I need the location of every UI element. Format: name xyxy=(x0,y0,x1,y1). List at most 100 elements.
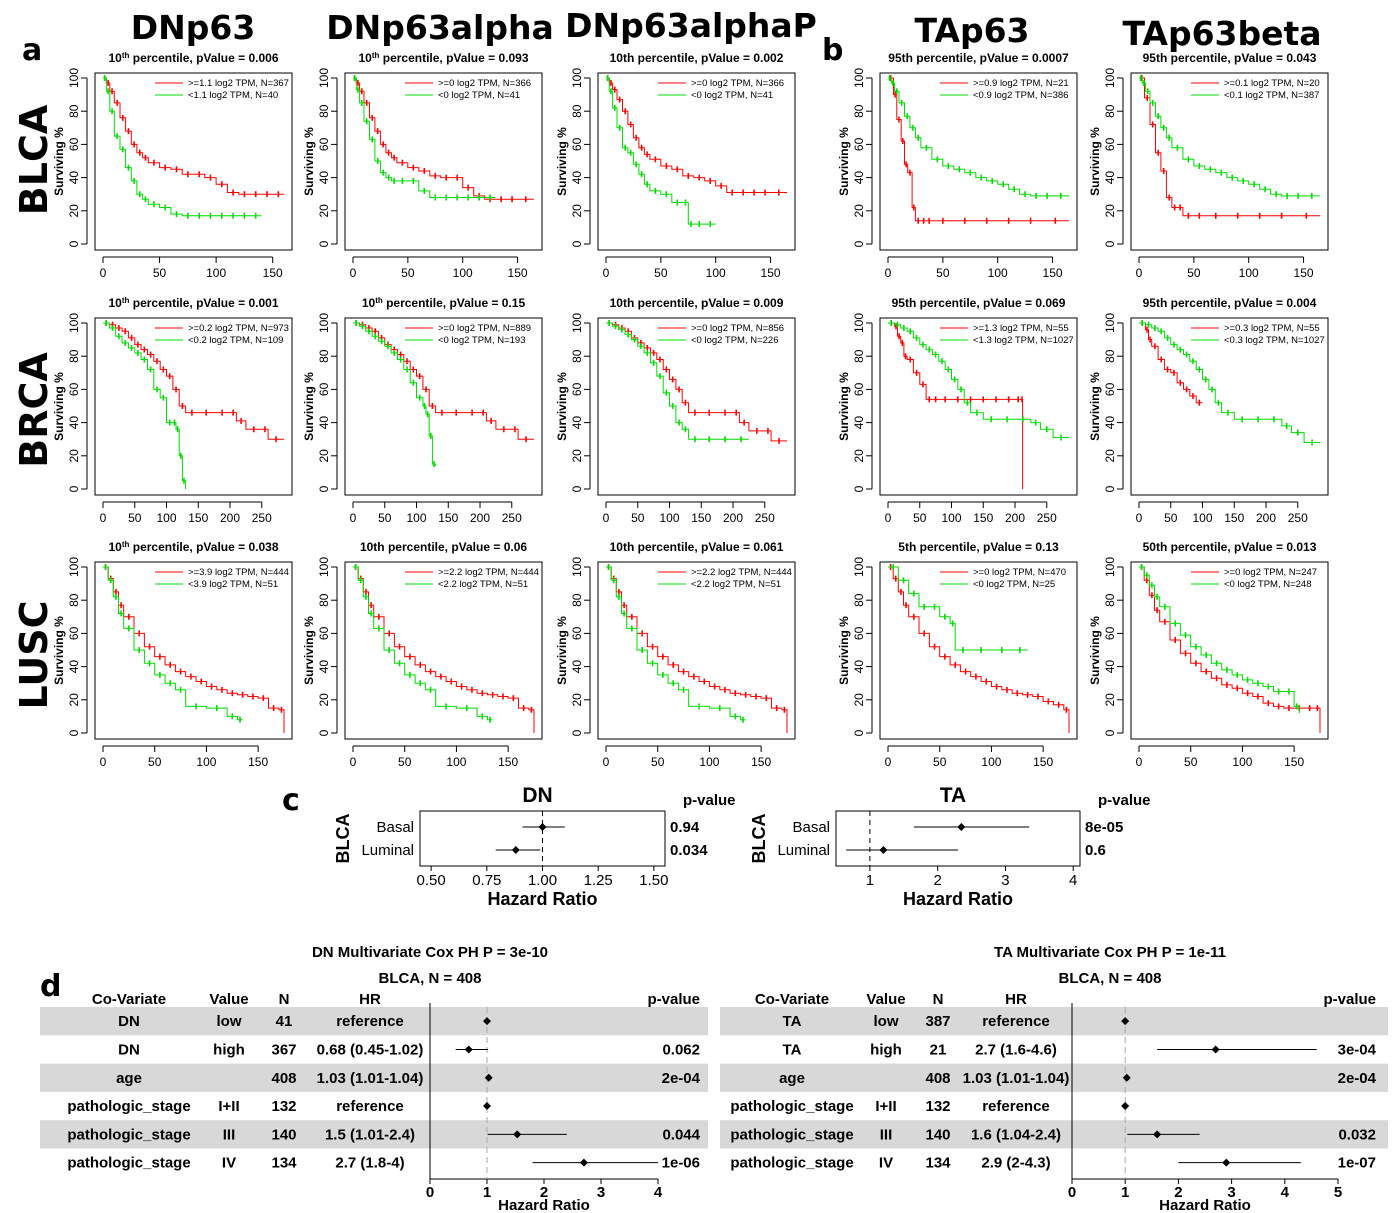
km-plot: 50th percentile, pValue = 0.013 0 20 40 60 80… xyxy=(1088,540,1329,769)
y-tick-label: 100 xyxy=(570,557,584,577)
legend-entry: >=1.3 log2 TPM, N=55 xyxy=(973,323,1069,334)
y-tick-label: 40 xyxy=(1103,416,1117,430)
legend-entry: <0.2 log2 TPM, N=109 xyxy=(188,335,283,346)
x-tick-label: 0 xyxy=(885,755,892,769)
table-cell: DN xyxy=(118,1013,140,1030)
legend-entry: >=1.1 log2 TPM, N=367 xyxy=(188,78,289,89)
y-tick-label: 80 xyxy=(852,349,866,363)
y-tick-label: 100 xyxy=(317,68,331,88)
y-tick-label: 60 xyxy=(67,626,81,640)
legend-entry: >=0 log2 TPM, N=889 xyxy=(438,323,531,334)
x-tick-label: 100 xyxy=(1232,755,1252,769)
x-tick-label: 50 xyxy=(936,266,950,280)
hr-point xyxy=(513,1130,522,1139)
panel-label-b: b xyxy=(822,33,843,68)
x-tick-label: 100 xyxy=(941,511,961,525)
x-tick-label: 4 xyxy=(654,1184,663,1201)
table-cell: I+II xyxy=(218,1098,239,1115)
y-tick-label: 80 xyxy=(570,349,584,363)
hr-point xyxy=(464,1045,473,1054)
km-plot: 10th percentile, pValue = 0.009 0 20 40 60 80… xyxy=(555,296,796,525)
column-header-dnp63: DNp63 xyxy=(131,8,256,47)
x-tick-label: 0 xyxy=(100,266,107,280)
y-tick-label: 80 xyxy=(570,593,584,607)
legend-entry: >=2.2 log2 TPM, N=444 xyxy=(438,567,539,578)
x-axis-title: Hazard Ratio xyxy=(1159,1197,1251,1213)
y-tick-label: 20 xyxy=(317,693,331,707)
x-tick-label: 1.25 xyxy=(584,872,613,889)
row-band xyxy=(720,1120,1388,1149)
table-header: HR xyxy=(359,991,381,1008)
x-tick-label: 150 xyxy=(498,755,518,769)
x-tick-label: 200 xyxy=(470,511,490,525)
y-tick-label: 60 xyxy=(1103,382,1117,396)
x-axis-title: Hazard Ratio xyxy=(498,1197,590,1213)
plot-title: 5th percentile, pValue = 0.13 xyxy=(898,540,1059,554)
x-tick-label: 100 xyxy=(1239,266,1259,280)
x-tick-label: 50 xyxy=(378,511,392,525)
x-tick-label: 50 xyxy=(148,755,162,769)
y-tick-label: 20 xyxy=(67,204,81,218)
y-tick-label: 20 xyxy=(852,693,866,707)
km-plot: 10th percentile, pValue = 0.006 0 20 40 60 80… xyxy=(52,51,293,280)
km-plot: 95th percentile, pValue = 0.004 0 20 40 60 80… xyxy=(1088,296,1329,525)
y-tick-label: 60 xyxy=(317,137,331,151)
plot-title: 95th percentile, pValue = 0.043 xyxy=(1143,51,1317,65)
y-axis-label: Surviving % xyxy=(52,616,66,685)
table-header: Co-Variate xyxy=(92,991,166,1008)
y-tick-label: 60 xyxy=(67,137,81,151)
survival-curve-high xyxy=(1139,77,1320,217)
table-cell: 367 xyxy=(271,1041,296,1058)
y-tick-label: 100 xyxy=(317,557,331,577)
y-tick-label: 40 xyxy=(67,660,81,674)
table-cell: 134 xyxy=(271,1155,297,1172)
x-tick-label: 0 xyxy=(603,511,610,525)
x-tick-label: 0 xyxy=(885,511,892,525)
plot-title: 10th percentile, pValue = 0.009 xyxy=(610,296,784,310)
y-tick-label: 60 xyxy=(570,137,584,151)
hr-point xyxy=(1121,1102,1130,1111)
panel-label-c: c xyxy=(282,783,300,818)
forest-row-label: Luminal xyxy=(777,842,830,859)
plot-frame xyxy=(879,317,1078,496)
table-pvalue: 2e-04 xyxy=(662,1070,701,1087)
x-tick-label: 50 xyxy=(631,511,645,525)
y-axis-label: Surviving % xyxy=(837,616,851,685)
plot-title: 10th percentile, pValue = 0.001 xyxy=(108,296,278,310)
hr-point xyxy=(1222,1158,1231,1167)
y-tick-label: 40 xyxy=(317,171,331,185)
x-tick-label: 50 xyxy=(401,266,415,280)
x-tick-label: 150 xyxy=(1033,755,1053,769)
x-tick-label: 100 xyxy=(706,266,726,280)
x-tick-label: 3 xyxy=(597,1184,605,1201)
table-cell: age xyxy=(779,1070,805,1087)
legend-entry: <0 log2 TPM, N=41 xyxy=(438,90,520,101)
y-tick-label: 60 xyxy=(852,382,866,396)
y-tick-label: 40 xyxy=(1103,171,1117,185)
pvalue-header: p-value xyxy=(1098,792,1151,809)
forest-pvalue: 0.94 xyxy=(670,819,700,836)
table-cell: 1.5 (1.01-2.4) xyxy=(325,1126,415,1143)
x-tick-label: 100 xyxy=(1192,511,1212,525)
table-pvalue: 0.032 xyxy=(1338,1126,1376,1143)
y-tick-label: 0 xyxy=(67,729,81,736)
y-tick-label: 20 xyxy=(317,449,331,463)
table-cell: 1.6 (1.04-2.4) xyxy=(971,1126,1061,1143)
cox-title: DN Multivariate Cox PH P = 3e-10 xyxy=(312,944,548,961)
table-cell: DN xyxy=(118,1041,140,1058)
table-cell: reference xyxy=(336,1013,404,1030)
table-header: Co-Variate xyxy=(755,991,829,1008)
plot-title: 10th percentile, pValue = 0.06 xyxy=(360,540,527,554)
km-plot: 10th percentile, pValue = 0.001 0 20 40 60 80… xyxy=(52,296,293,525)
x-tick-label: 1 xyxy=(483,1184,491,1201)
table-cell: low xyxy=(217,1013,242,1030)
table-header: p-value xyxy=(1323,991,1376,1008)
km-plot: 10th percentile, pValue = 0.038 0 20 40 60 80… xyxy=(52,540,293,769)
y-tick-label: 60 xyxy=(570,382,584,396)
x-tick-label: 50 xyxy=(1187,266,1201,280)
x-tick-label: 100 xyxy=(981,755,1001,769)
forest-title: DN xyxy=(522,784,552,807)
km-plot: 10th percentile, pValue = 0.093 0 20 40 60 80… xyxy=(302,51,543,280)
y-tick-label: 60 xyxy=(570,626,584,640)
